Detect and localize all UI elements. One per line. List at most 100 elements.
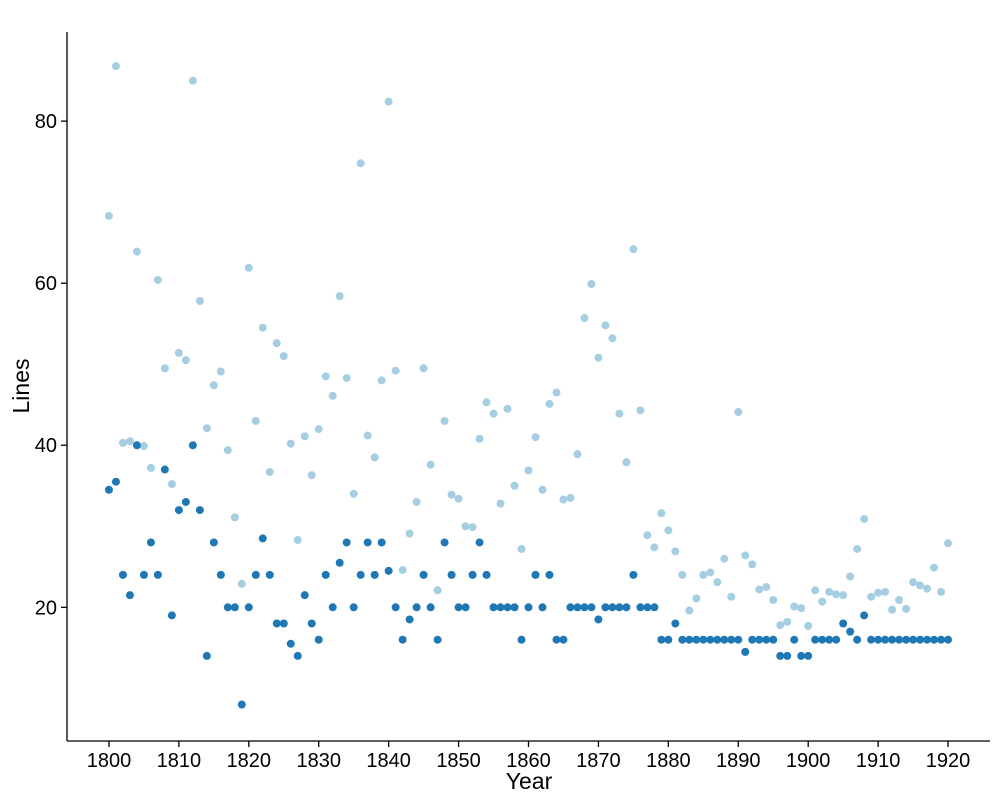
data-point [447,490,456,499]
data-point [202,424,211,433]
data-point [573,450,582,459]
data-point [531,433,540,442]
data-point [181,497,190,506]
data-point [559,635,568,644]
data-point [580,603,589,612]
x-tick-label: 1860 [506,750,551,772]
data-point [622,458,631,467]
data-point [132,441,141,450]
data-point [209,538,218,547]
data-point [181,356,190,365]
data-point [874,635,883,644]
data-point [286,639,295,648]
data-point [734,635,743,644]
data-point [678,635,687,644]
data-point [356,159,365,168]
data-point [909,578,918,587]
data-point [237,579,246,588]
data-point [643,603,652,612]
data-point [902,635,911,644]
data-point [636,406,645,415]
data-point [713,635,722,644]
data-point [391,366,400,375]
data-point [790,602,799,611]
data-point [377,376,386,385]
y-axis-ticks: 20 40 60 80 [35,111,67,619]
data-point [489,603,498,612]
data-point [762,583,771,592]
data-point [503,404,512,413]
data-point [307,619,316,628]
data-point [342,538,351,547]
data-point [881,635,890,644]
data-point [412,603,421,612]
x-tick-label: 1890 [716,750,761,772]
data-point [741,551,750,560]
data-point [818,635,827,644]
data-point [384,566,393,575]
data-point [944,635,953,644]
data-point [930,635,939,644]
x-tick-label: 1850 [436,750,481,772]
data-point [909,635,918,644]
data-point [468,523,477,532]
data-point [146,538,155,547]
data-point [195,506,204,515]
data-point [223,446,232,455]
data-point [111,62,120,71]
data-point [447,570,456,579]
data-point [370,570,379,579]
x-axis-title: Year [506,768,553,794]
x-tick-label: 1800 [87,750,132,772]
data-point [475,434,484,443]
data-point [944,539,953,548]
data-point [888,635,897,644]
data-point [818,597,827,606]
data-point [839,619,848,628]
data-point [811,586,820,595]
data-point [167,611,176,620]
data-point [776,621,785,630]
data-point [692,635,701,644]
data-point [790,635,799,644]
y-tick-label: 60 [35,273,57,295]
data-point [300,432,309,441]
data-point [895,596,904,605]
data-point [293,651,302,660]
data-point [174,506,183,515]
data-point [454,603,463,612]
data-point [426,603,435,612]
x-tick-label: 1810 [157,750,202,772]
data-point [223,603,232,612]
data-point [398,566,407,575]
data-point [706,568,715,577]
data-point [202,651,211,660]
data-point [279,352,288,361]
data-point [566,603,575,612]
data-point [629,570,638,579]
data-point [706,635,715,644]
data-point [321,570,330,579]
data-point [104,485,113,494]
x-tick-label: 1920 [926,750,971,772]
data-point [251,416,260,425]
data-point [538,603,547,612]
data-point [538,485,547,494]
x-axis-ticks: 1800 1810 1820 1830 1840 1850 1860 1870 1880 1890… [87,741,971,772]
data-point [678,570,687,579]
data-point [433,586,442,595]
data-point [622,603,631,612]
data-point [104,211,113,220]
data-point [454,494,463,503]
data-point [727,635,736,644]
data-point [265,570,274,579]
x-tick-label: 1820 [227,750,272,772]
data-point [188,76,197,85]
x-tick-label: 1840 [366,750,411,772]
y-tick-label: 80 [35,111,57,133]
data-point [489,409,498,418]
data-point [923,584,932,593]
data-point [349,489,358,498]
data-point [804,651,813,660]
data-point [328,391,337,400]
